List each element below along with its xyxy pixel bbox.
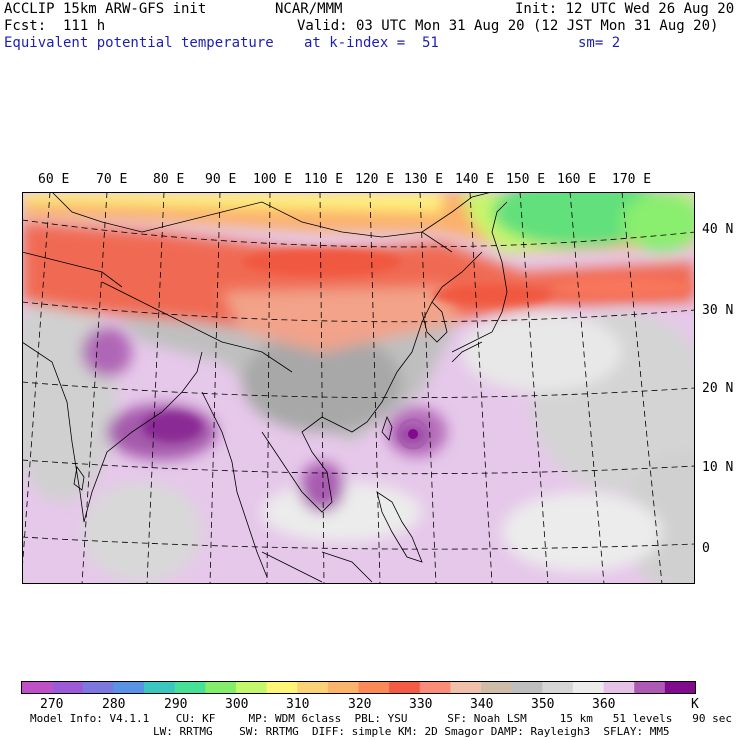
map-frame (22, 192, 695, 584)
lon-label: 150 E (506, 172, 546, 187)
colorbar-tick: 310 (286, 697, 310, 712)
lon-label: 130 E (404, 172, 444, 187)
lat-label: 0 (702, 541, 710, 556)
physics-info: LW: RRTMG SW: RRTMG DIFF: simple KM: 2D … (153, 725, 670, 738)
colorbar-swatch (419, 681, 451, 694)
typhoon-eye (408, 429, 418, 439)
lon-label: 140 E (455, 172, 495, 187)
colorbar-swatch (113, 681, 145, 694)
colorbar-swatch (205, 681, 237, 694)
colorbar-swatch (664, 681, 696, 694)
colorbar-swatch (450, 681, 482, 694)
colorbar-swatch (144, 681, 175, 694)
colorbar-swatch (327, 681, 359, 694)
colorbar-swatch (542, 681, 574, 694)
colorbar-swatch (82, 681, 114, 694)
colorbar-swatch (358, 681, 390, 694)
forecast-hour: Fcst: 111 h (4, 18, 106, 34)
theta-e-map (22, 192, 695, 584)
colorbar-tick: 280 (102, 697, 126, 712)
colorbar-tick: 270 (40, 697, 64, 712)
lon-label: 100 E (253, 172, 293, 187)
coastlines (22, 192, 508, 583)
smoothing: sm= 2 (578, 35, 621, 51)
colorbar-tick: 350 (531, 697, 555, 712)
lon-label: 170 E (612, 172, 652, 187)
typhoon-spiral (397, 418, 429, 450)
lon-label: 60 E (38, 172, 70, 187)
colorbar-tick: 340 (470, 697, 494, 712)
colorbar-tick: 290 (164, 697, 188, 712)
field-name: Equivalent potential temperature (4, 35, 274, 51)
colorbar-tick: 300 (225, 697, 249, 712)
colorbar (21, 681, 696, 694)
lon-label: 70 E (96, 172, 128, 187)
colorbar-swatch (297, 681, 329, 694)
colorbar-swatch (389, 681, 421, 694)
lat-label: 20 N (702, 381, 734, 396)
lat-label: 30 N (702, 303, 734, 318)
colorbar-tick: 320 (348, 697, 372, 712)
colorbar-swatch (603, 681, 635, 694)
colorbar-tick: 330 (409, 697, 433, 712)
colorbar-unit: K (691, 697, 699, 712)
colorbar-swatch (235, 681, 267, 694)
lon-label: 160 E (557, 172, 597, 187)
colorbar-swatches (21, 681, 696, 694)
valid-time: Valid: 03 UTC Mon 31 Aug 20 (12 JST Mon … (297, 18, 719, 34)
colorbar-swatch (266, 681, 298, 694)
organization: NCAR/MMM (275, 1, 343, 17)
lon-label: 110 E (304, 172, 344, 187)
lat-label: 40 N (702, 222, 734, 237)
lon-label: 80 E (153, 172, 185, 187)
init-time: Init: 12 UTC Wed 26 Aug 20 (515, 1, 735, 17)
colorbar-frame (21, 681, 696, 694)
colorbar-tick: 360 (592, 697, 616, 712)
colorbar-swatch (52, 681, 84, 694)
model-info: Model Info: V4.1.1 CU: KF MP: WDM 6class… (30, 712, 732, 725)
graticule (22, 192, 695, 584)
colorbar-swatch (21, 681, 53, 694)
colorbar-swatch (634, 681, 666, 694)
model-title: ACCLIP 15km ARW-GFS init (4, 1, 207, 17)
colorbar-swatch (481, 681, 512, 694)
lon-label: 120 E (355, 172, 395, 187)
shading-detail (142, 248, 692, 445)
k-index: at k-index = 51 (304, 35, 439, 51)
lat-label: 10 N (702, 460, 734, 475)
colorbar-swatch (511, 681, 543, 694)
colorbar-swatch (174, 681, 206, 694)
lon-label: 90 E (205, 172, 237, 187)
colorbar-swatch (572, 681, 604, 694)
